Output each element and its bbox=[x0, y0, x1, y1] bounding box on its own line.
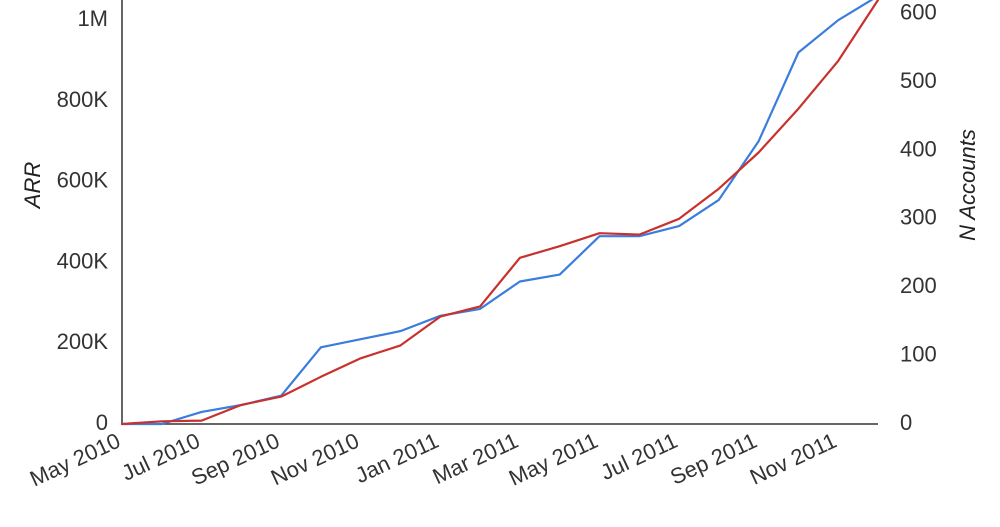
arr-series-line bbox=[120, 0, 874, 426]
x-tick-label: Sep 2011 bbox=[666, 428, 760, 490]
y2-tick-label: 0 bbox=[900, 410, 912, 435]
x-tick-label: Mar 2011 bbox=[429, 428, 522, 489]
x-tick-label: Nov 2011 bbox=[746, 428, 840, 490]
y-tick-label: 0 bbox=[96, 410, 108, 435]
y2-tick-label: 100 bbox=[900, 341, 937, 366]
y-tick-label: 800K bbox=[57, 87, 109, 112]
y2-tick-label: 500 bbox=[900, 68, 937, 93]
y2-tick-label: 300 bbox=[900, 205, 937, 230]
y-tick-label: 200K bbox=[57, 329, 109, 354]
x-tick-label: Jan 2011 bbox=[351, 428, 442, 488]
y-tick-label: 600K bbox=[57, 168, 109, 193]
x-tick-label: Sep 2010 bbox=[187, 428, 283, 490]
y2-tick-label: 600 bbox=[900, 0, 937, 24]
y-axis-title: ARR bbox=[20, 162, 45, 211]
y2-axis-title: N Accounts bbox=[955, 129, 980, 241]
y2-tick-label: 400 bbox=[900, 136, 937, 161]
x-tick-label: Jul 2011 bbox=[597, 428, 681, 485]
y2-tick-label: 200 bbox=[900, 273, 937, 298]
axes: 0 200K 400K 600K 800K 1M 0 100 200 300 400 500 600 Ma… bbox=[26, 0, 937, 491]
x-tick-label: May 2011 bbox=[505, 428, 602, 491]
y-tick-label: 400K bbox=[57, 248, 109, 273]
x-tick-label: Nov 2010 bbox=[267, 428, 363, 490]
y-tick-label: 1M bbox=[77, 6, 108, 31]
accounts-series-line bbox=[120, 0, 880, 426]
x-tick-label: May 2010 bbox=[26, 428, 124, 491]
series-lines bbox=[120, 0, 880, 426]
